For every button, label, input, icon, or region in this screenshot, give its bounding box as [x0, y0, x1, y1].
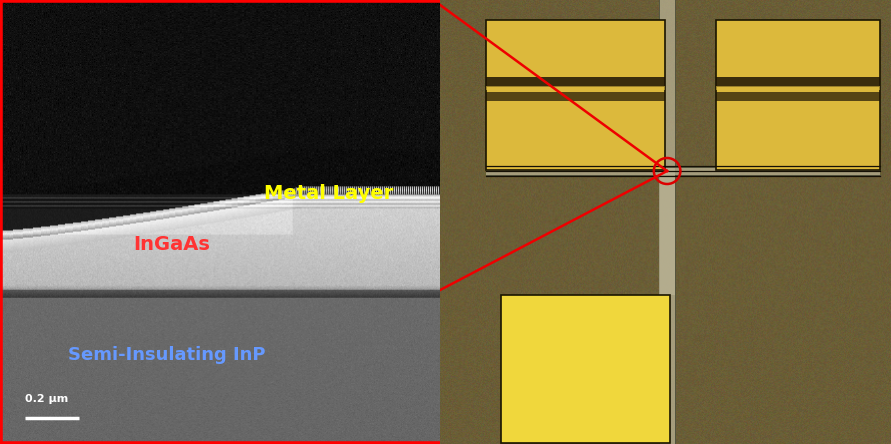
Bar — [716, 92, 879, 101]
Bar — [486, 92, 665, 101]
Bar — [486, 86, 665, 90]
Bar — [486, 20, 665, 170]
Bar — [502, 295, 670, 443]
Text: Semi-Insulating InP: Semi-Insulating InP — [68, 346, 266, 364]
Text: 0.2 μm: 0.2 μm — [25, 394, 68, 404]
Text: InGaAs: InGaAs — [133, 235, 209, 254]
Text: Metal Layer: Metal Layer — [265, 184, 394, 202]
Bar — [716, 20, 879, 170]
Bar — [486, 167, 879, 175]
Bar — [659, 0, 675, 444]
Bar — [716, 86, 879, 90]
Bar — [716, 77, 879, 87]
Bar — [659, 171, 675, 295]
Bar — [486, 77, 665, 87]
